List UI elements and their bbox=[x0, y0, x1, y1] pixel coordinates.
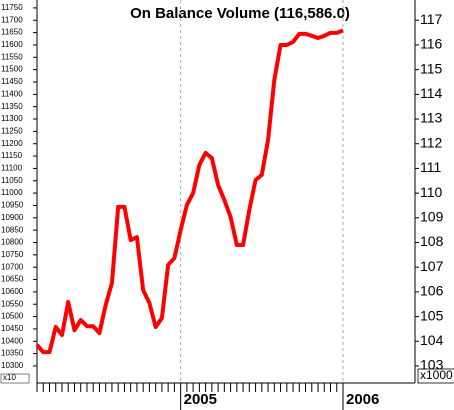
y2-unit-box bbox=[417, 368, 454, 384]
x-tick-label: 2006 bbox=[346, 391, 379, 408]
y-tick-label: 10800 bbox=[1, 238, 24, 247]
y-tick-label: 10950 bbox=[1, 201, 24, 210]
y-tick-label: 10550 bbox=[1, 299, 24, 308]
y-tick-label: 11150 bbox=[1, 151, 23, 160]
y-tick-label: 10350 bbox=[1, 349, 24, 358]
y-tick-label: 11000 bbox=[1, 188, 23, 197]
y2-tick-label: 114 bbox=[420, 85, 443, 101]
y2-tick-label: 111 bbox=[420, 159, 441, 175]
y2-tick-label: 103 bbox=[420, 357, 444, 373]
y-tick-label: 10850 bbox=[1, 225, 24, 234]
y-tick-label: 11300 bbox=[1, 114, 23, 123]
y-tick-label: 10600 bbox=[1, 287, 24, 296]
y-tick-label: 10900 bbox=[1, 213, 24, 222]
y-tick-label: 11600 bbox=[1, 40, 23, 49]
y2-tick-label: 115 bbox=[420, 60, 443, 76]
y-tick-label: 11550 bbox=[1, 52, 23, 61]
y-tick-label: 10750 bbox=[1, 250, 24, 259]
y2-tick-label: 110 bbox=[420, 184, 443, 200]
y2-unit-label: x1000 bbox=[420, 368, 453, 382]
y-tick-label: 11200 bbox=[1, 139, 23, 148]
y2-tick-label: 117 bbox=[420, 11, 443, 27]
data-line bbox=[35, 28, 344, 355]
y-tick-label: 10400 bbox=[1, 336, 24, 345]
y-tick-label: 10700 bbox=[1, 262, 24, 271]
y2-tick-label: 113 bbox=[420, 110, 443, 126]
y-tick-label: 11400 bbox=[1, 89, 23, 98]
y2-tick-label: 104 bbox=[420, 332, 444, 348]
y-tick-label: 10500 bbox=[1, 312, 24, 321]
y-tick-label: 10450 bbox=[1, 324, 24, 333]
y-tick-label: 11100 bbox=[1, 164, 23, 173]
x-tick-label: 2005 bbox=[184, 391, 217, 408]
y2-tick-label: 105 bbox=[420, 307, 444, 323]
y-tick-label: 11700 bbox=[1, 15, 23, 24]
y2-tick-label: 116 bbox=[420, 36, 443, 52]
y-tick-label: 11250 bbox=[1, 126, 23, 135]
y-tick-label: 11500 bbox=[1, 65, 23, 74]
y-tick-label: 11650 bbox=[1, 28, 23, 37]
y-tick-label: 10650 bbox=[1, 275, 24, 284]
y2-tick-label: 108 bbox=[420, 233, 444, 249]
y-tick-label: 11350 bbox=[1, 102, 23, 111]
y2-tick-label: 106 bbox=[420, 283, 444, 299]
chart-title: On Balance Volume (116,586.0) bbox=[130, 5, 350, 22]
y-tick-label: 11750 bbox=[1, 3, 23, 12]
y2-tick-label: 112 bbox=[420, 134, 443, 150]
y2-tick-label: 107 bbox=[420, 258, 444, 274]
y-tick-label: 11450 bbox=[1, 77, 23, 86]
y2-tick-label: 109 bbox=[420, 209, 444, 225]
y-unit-box bbox=[0, 373, 30, 384]
y-tick-label: 10300 bbox=[1, 361, 24, 370]
y-tick-label: 11050 bbox=[1, 176, 23, 185]
y-unit-label: x10 bbox=[3, 373, 16, 382]
